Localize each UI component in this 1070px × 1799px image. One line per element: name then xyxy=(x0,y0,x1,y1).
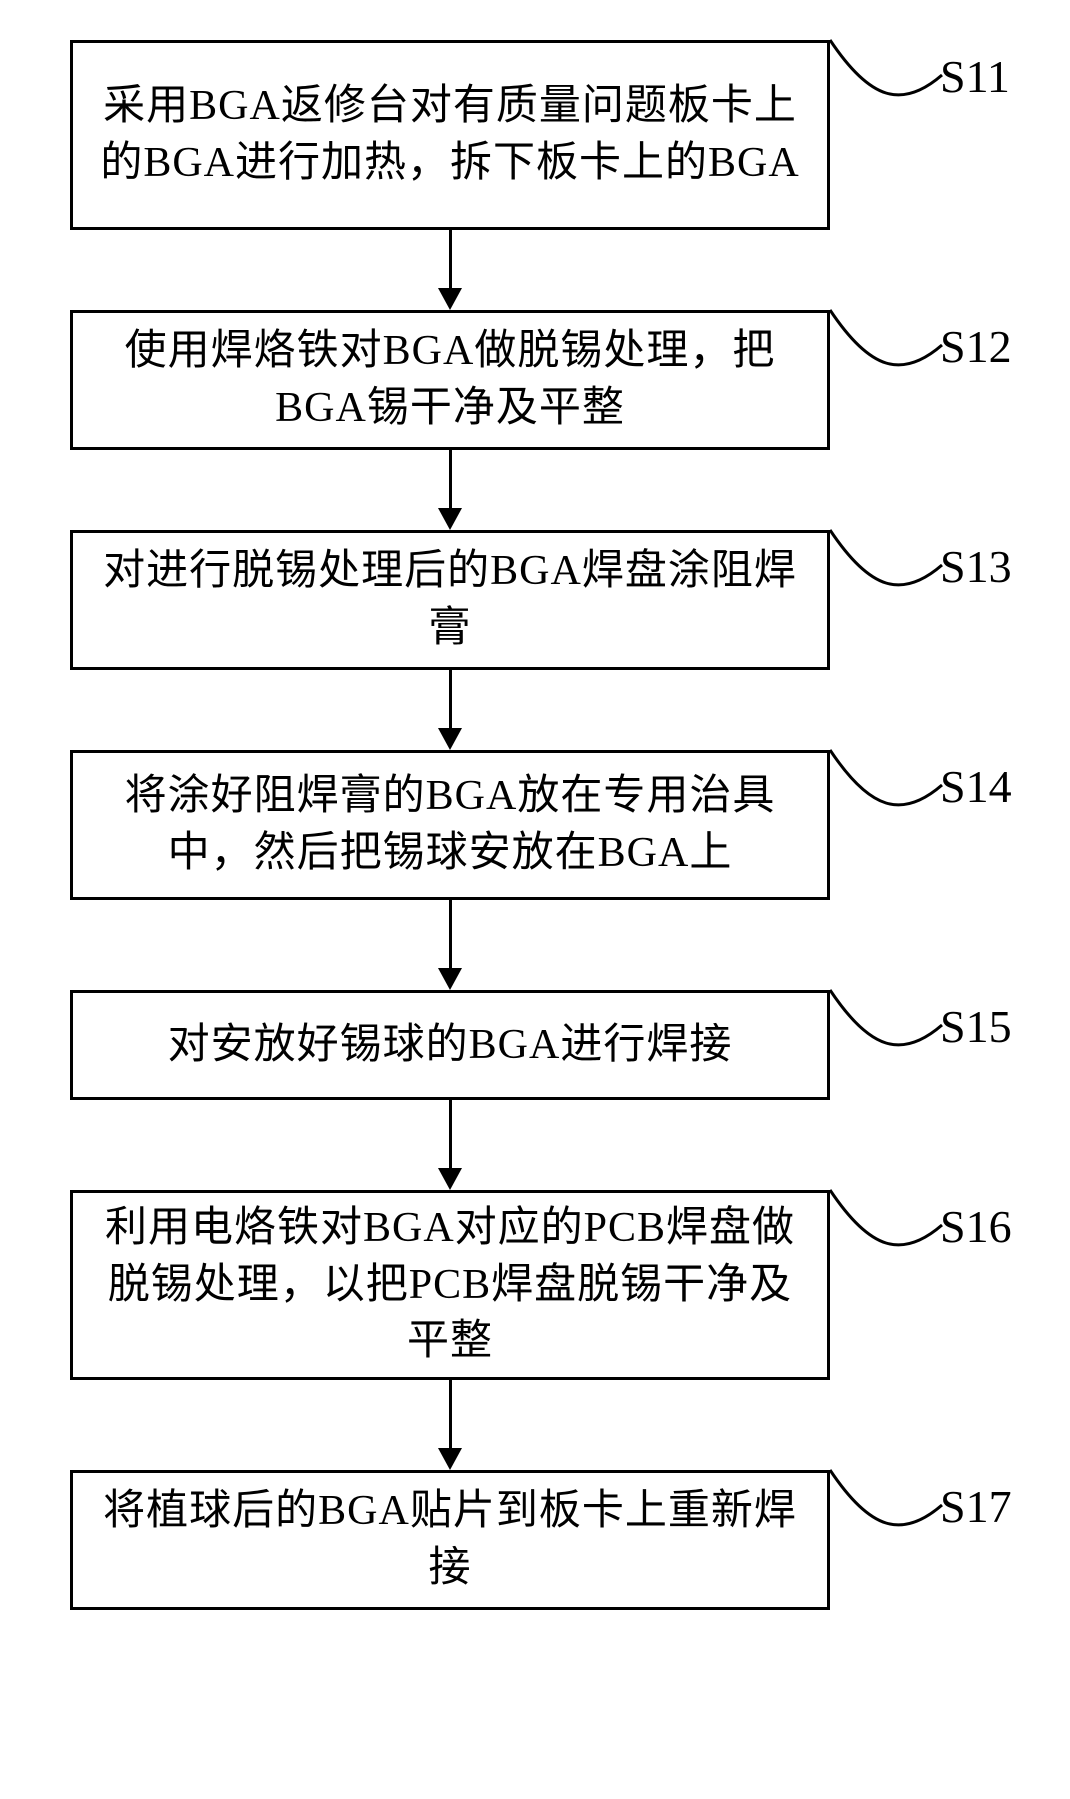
arrow-head-icon-s11 xyxy=(438,288,462,310)
step-label-s11: S11 xyxy=(940,50,1010,103)
connector-s16 xyxy=(825,1185,950,1265)
step-text-s13: 对进行脱锡处理后的BGA焊盘涂阻焊膏 xyxy=(91,543,809,656)
connector-s17 xyxy=(825,1465,950,1545)
arrow-head-icon-s12 xyxy=(438,508,462,530)
step-text-s12: 使用焊烙铁对BGA做脱锡处理，把BGA锡干净及平整 xyxy=(91,323,809,436)
arrow-head-icon-s13 xyxy=(438,728,462,750)
step-label-s14: S14 xyxy=(940,760,1012,813)
connector-s15 xyxy=(825,985,950,1065)
arrow-line-s13 xyxy=(449,670,452,728)
step-label-s17: S17 xyxy=(940,1480,1012,1533)
step-label-s13: S13 xyxy=(940,540,1012,593)
step-label-s12: S12 xyxy=(940,320,1012,373)
connector-s14 xyxy=(825,745,950,825)
arrow-line-s11 xyxy=(449,230,452,288)
step-text-s11: 采用BGA返修台对有质量问题板卡上的BGA进行加热，拆下板卡上的BGA xyxy=(91,78,809,191)
step-text-s17: 将植球后的BGA贴片到板卡上重新焊接 xyxy=(91,1483,809,1596)
arrow-head-icon-s15 xyxy=(438,1168,462,1190)
arrow-head-icon-s14 xyxy=(438,968,462,990)
connector-s12 xyxy=(825,305,950,385)
step-label-s16: S16 xyxy=(940,1200,1012,1253)
step-box-s11: 采用BGA返修台对有质量问题板卡上的BGA进行加热，拆下板卡上的BGA xyxy=(70,40,830,230)
connector-s13 xyxy=(825,525,950,605)
arrow-line-s15 xyxy=(449,1100,452,1168)
step-box-s14: 将涂好阻焊膏的BGA放在专用治具中，然后把锡球安放在BGA上 xyxy=(70,750,830,900)
arrow-line-s12 xyxy=(449,450,452,508)
step-text-s15: 对安放好锡球的BGA进行焊接 xyxy=(168,1017,733,1074)
step-box-s15: 对安放好锡球的BGA进行焊接 xyxy=(70,990,830,1100)
connector-s11 xyxy=(825,35,950,115)
step-box-s12: 使用焊烙铁对BGA做脱锡处理，把BGA锡干净及平整 xyxy=(70,310,830,450)
step-box-s17: 将植球后的BGA贴片到板卡上重新焊接 xyxy=(70,1470,830,1610)
arrow-line-s16 xyxy=(449,1380,452,1448)
step-box-s13: 对进行脱锡处理后的BGA焊盘涂阻焊膏 xyxy=(70,530,830,670)
step-text-s14: 将涂好阻焊膏的BGA放在专用治具中，然后把锡球安放在BGA上 xyxy=(91,768,809,881)
step-label-s15: S15 xyxy=(940,1000,1012,1053)
arrow-head-icon-s16 xyxy=(438,1448,462,1470)
arrow-line-s14 xyxy=(449,900,452,968)
step-box-s16: 利用电烙铁对BGA对应的PCB焊盘做脱锡处理，以把PCB焊盘脱锡干净及平整 xyxy=(70,1190,830,1380)
step-text-s16: 利用电烙铁对BGA对应的PCB焊盘做脱锡处理，以把PCB焊盘脱锡干净及平整 xyxy=(91,1200,809,1370)
